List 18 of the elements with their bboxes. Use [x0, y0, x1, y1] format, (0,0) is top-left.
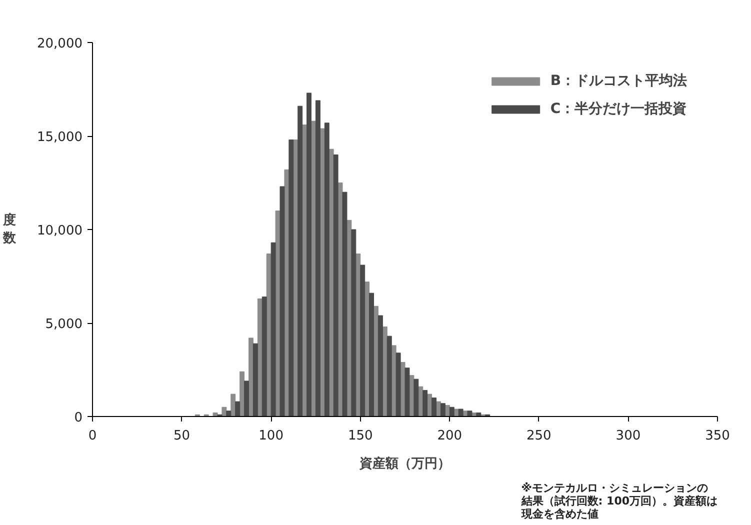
x-tick-label: 50: [174, 428, 190, 444]
x-tick-label: 350: [705, 428, 730, 444]
x-tick-label: 300: [616, 428, 641, 444]
legend-label: B：ドルコスト平均法: [550, 72, 687, 90]
legend-label: C：半分だけ一括投資: [550, 100, 687, 118]
x-tick-label: 100: [258, 428, 284, 444]
y-tick-label: 20,000: [37, 36, 83, 52]
y-axis-title: 度数: [2, 212, 18, 246]
y-tick-label: 15,000: [37, 130, 83, 145]
y-tick-label: 0: [74, 410, 83, 426]
x-axis-title: 資産額（万円）: [358, 456, 450, 472]
y-tick-label: 5,000: [45, 317, 82, 332]
text: ※モンテカルロ・シミュレーションの結果（試行回数: 100万回）。資産額は現金を含めた値: [520, 482, 718, 520]
y-tick-label: 10,000: [37, 224, 83, 238]
x-tick-label: 200: [437, 428, 462, 444]
x-tick-label: 250: [526, 428, 552, 444]
x-tick-label: 150: [348, 428, 373, 444]
x-tick-label: 0: [88, 428, 97, 444]
